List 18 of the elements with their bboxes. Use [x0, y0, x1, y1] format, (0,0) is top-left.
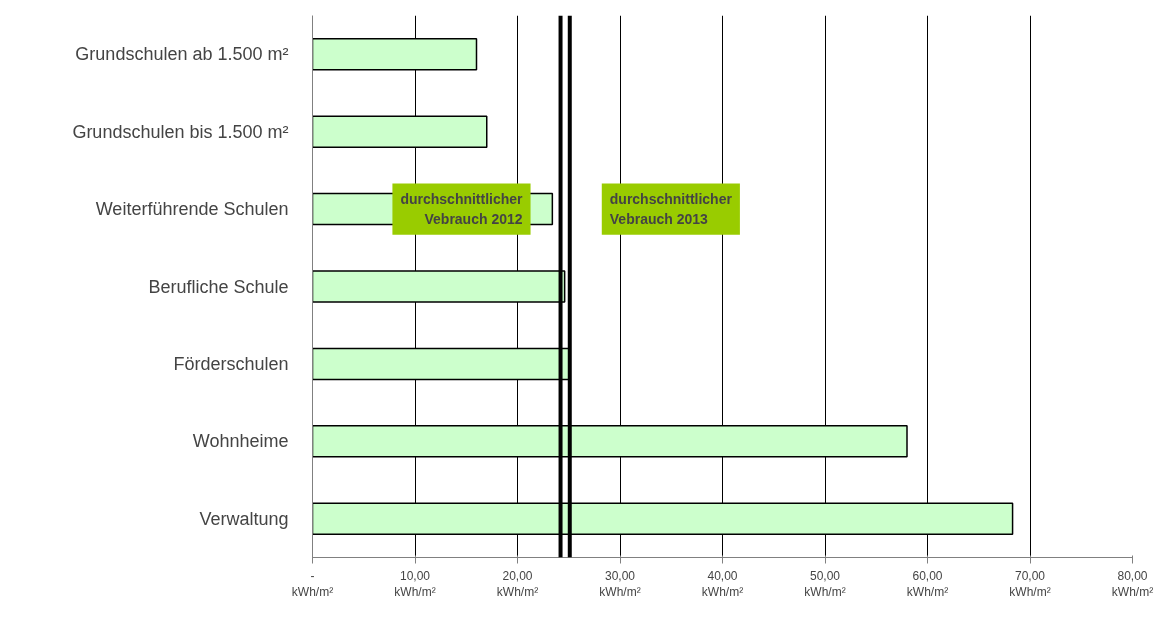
- ref-line-label: durchschnittlicher Vebrauch 2012: [400, 191, 524, 227]
- x-tick-label: - kWh/m²: [291, 568, 334, 600]
- x-tick-label: 30,00 kWh/m²: [599, 568, 641, 600]
- y-tick-label: Verwaltung: [199, 508, 289, 529]
- y-tick-label: Wohnheime: [192, 431, 289, 452]
- x-tick-label: 40,00 kWh/m²: [701, 568, 744, 600]
- ref-line-label: durchschnittlicher Vebrauch 2013: [609, 191, 733, 227]
- x-tick-label: 50,00 kWh/m²: [804, 568, 846, 600]
- y-tick-label: Berufliche Schule: [148, 276, 289, 297]
- y-tick-label: Förderschulen: [173, 353, 289, 374]
- x-tick-label: 70,00 kWh/m²: [1009, 568, 1051, 600]
- x-tick-label: 20,00 kWh/m²: [496, 568, 539, 600]
- y-tick-label: Grundschulen bis 1.500 m²: [72, 121, 289, 142]
- x-tick-label: 10,00 kWh/m²: [394, 568, 436, 600]
- y-tick-label: Grundschulen ab 1.500 m²: [75, 44, 289, 65]
- y-tick-label: Weiterführende Schulen: [95, 199, 289, 220]
- x-tick-label: 80,00 kWh/m²: [1111, 568, 1154, 600]
- x-tick-label: 60,00 kWh/m²: [906, 568, 949, 600]
